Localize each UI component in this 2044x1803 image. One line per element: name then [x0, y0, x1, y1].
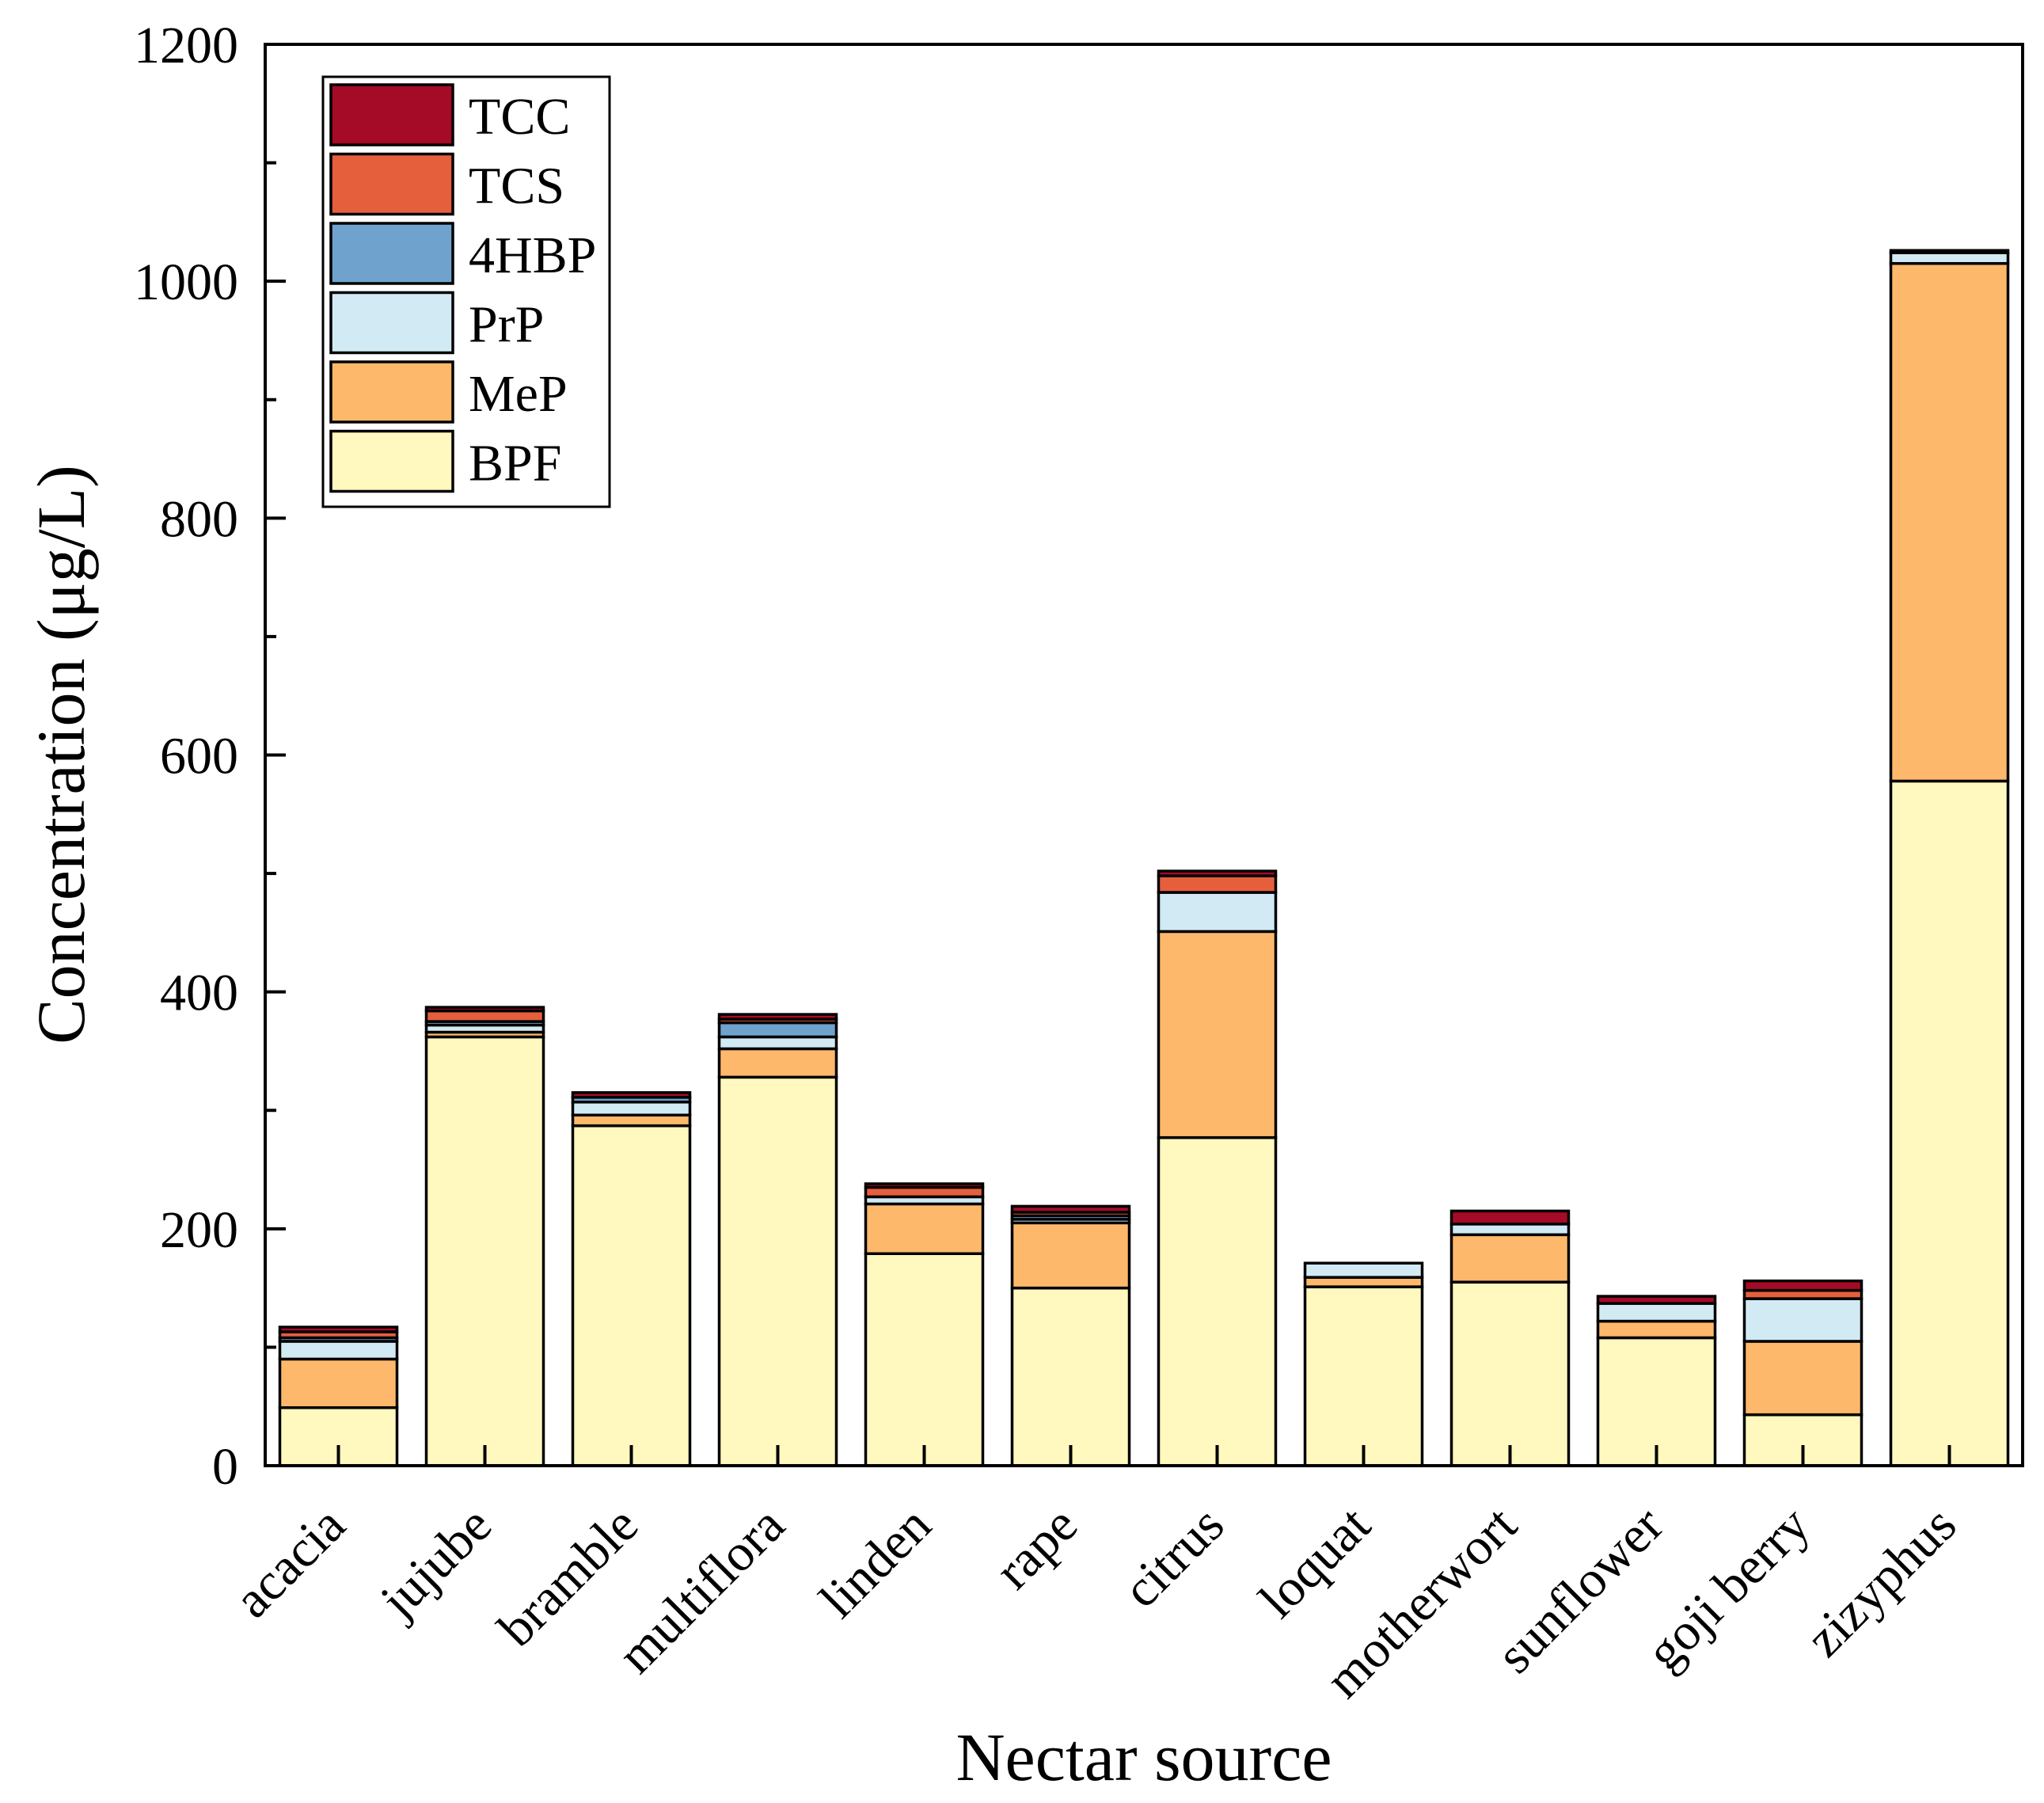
legend-label-bpf: BPF	[469, 435, 561, 493]
bar-segment-tcc-sunflower	[1596, 1295, 1717, 1305]
y-tick-label: 600	[160, 728, 238, 785]
bar-segment-tcs-citrus	[1157, 874, 1278, 894]
x-tick-label: loquat	[1248, 1496, 1381, 1629]
bar-segment-prp-motherwort	[1449, 1223, 1571, 1237]
legend-label-tcc: TCC	[469, 88, 570, 146]
bar-segment-prp-bramble	[571, 1101, 692, 1116]
bar-segment-tcc-rape	[1010, 1204, 1131, 1214]
legend-swatch-prp	[329, 291, 454, 355]
bar-segment-bpf-sunflower	[1596, 1336, 1717, 1467]
bar-segment-bpf-multiflora	[717, 1075, 838, 1467]
legend-label-prp: PrP	[469, 296, 544, 354]
bar-segment-mep-acacia	[278, 1357, 399, 1409]
bar-segment-bpf-bramble	[571, 1124, 692, 1467]
bar-segment-mep-linden	[864, 1202, 985, 1255]
bar-segment-mep-bramble	[571, 1113, 692, 1128]
y-axis: 0 200 400 600 800 1000 1200	[134, 17, 286, 1496]
bar-segment-tcc-multiflora	[717, 1013, 838, 1021]
bar-segment-tcc-linden	[864, 1182, 985, 1189]
bar-segment-tcc-citrus	[1157, 869, 1278, 877]
bar-segment-mep-rape	[1010, 1221, 1131, 1290]
x-tick-label: rape	[984, 1496, 1088, 1600]
x-tick-label: acacia	[223, 1496, 356, 1629]
bar-segment-tcs-jujube	[424, 1009, 545, 1023]
bars-layer	[278, 249, 2010, 1467]
bar-segment-mep-multiflora	[717, 1047, 838, 1079]
y-tick-label: 1000	[134, 253, 238, 311]
bar-segment-prp-multiflora	[717, 1035, 838, 1051]
bar-segment-bpf-loquat	[1303, 1285, 1424, 1467]
bar-segment-mep-motherwort	[1449, 1233, 1571, 1284]
legend-swatch-tcs	[329, 152, 454, 216]
bar-segment-prp-loquat	[1303, 1261, 1424, 1279]
bar-segment-prp-citrus	[1157, 891, 1278, 934]
bar-segment-bpf-citrus	[1157, 1135, 1278, 1467]
y-tick-label: 0	[212, 1438, 238, 1496]
legend-swatch-tcc	[329, 83, 454, 146]
legend-label-tcs: TCS	[469, 158, 564, 215]
y-axis-label: Concentration (μg/L)	[23, 465, 99, 1044]
bar-segment-bpf-jujube	[424, 1035, 545, 1467]
bar-segment-mep-citrus	[1157, 930, 1278, 1139]
x-tick-label: jujube	[368, 1496, 503, 1630]
bar-segment-bpf-rape	[1010, 1286, 1131, 1467]
x-tick-label: linden	[809, 1496, 942, 1629]
legend-label-mep: MeP	[469, 365, 568, 423]
bar-segment-mep-sunflower	[1596, 1319, 1717, 1340]
x-axis-label: Nectar source	[956, 1719, 1332, 1795]
bar-segment-4hbp-multiflora	[717, 1021, 838, 1039]
y-tick-label: 200	[160, 1201, 238, 1259]
bar-segment-bpf-motherwort	[1449, 1280, 1571, 1467]
bar-segment-4hbp-zizyphus	[1889, 249, 2010, 255]
bar-segment-tcc-bramble	[571, 1091, 692, 1099]
bar-segment-prp-sunflower	[1596, 1302, 1717, 1323]
y-tick-label: 1200	[134, 17, 238, 74]
bar-segment-mep-zizyphus	[1889, 261, 2010, 783]
bar-segment-tcc-acacia	[278, 1326, 399, 1333]
bar-segment-bpf-linden	[864, 1252, 985, 1467]
y-tick-label: 400	[160, 964, 238, 1022]
bar-segment-bpf-zizyphus	[1889, 779, 2010, 1467]
legend-swatch-bpf	[329, 429, 454, 493]
bar-segment-prp-acacia	[278, 1340, 399, 1361]
bar-segment-mep-goji-berry	[1742, 1340, 1864, 1417]
y-tick-label: 800	[160, 490, 238, 548]
x-tick-label: citrus	[1112, 1496, 1235, 1619]
bar-segment-tcc-motherwort	[1449, 1209, 1571, 1226]
legend-swatch-4hbp	[329, 222, 454, 285]
legend-label-4hbp: 4HBP	[469, 226, 596, 284]
bar-segment-prp-goji-berry	[1742, 1297, 1864, 1343]
bar-segment-tcc-goji-berry	[1742, 1279, 1864, 1292]
x-tick-label: zizyphus	[1795, 1496, 1968, 1668]
bar-segment-mep-loquat	[1303, 1276, 1424, 1288]
bar-segment-tcc-jujube	[424, 1006, 545, 1013]
legend: TCC TCS 4HBP PrP MeP BPF	[321, 75, 611, 508]
legend-swatch-mep	[329, 360, 454, 424]
bar-segment-prp-zizyphus	[1889, 251, 2010, 265]
x-tick-label: goji berry	[1636, 1496, 1821, 1681]
bar-segment-tcs-linden	[864, 1185, 985, 1199]
